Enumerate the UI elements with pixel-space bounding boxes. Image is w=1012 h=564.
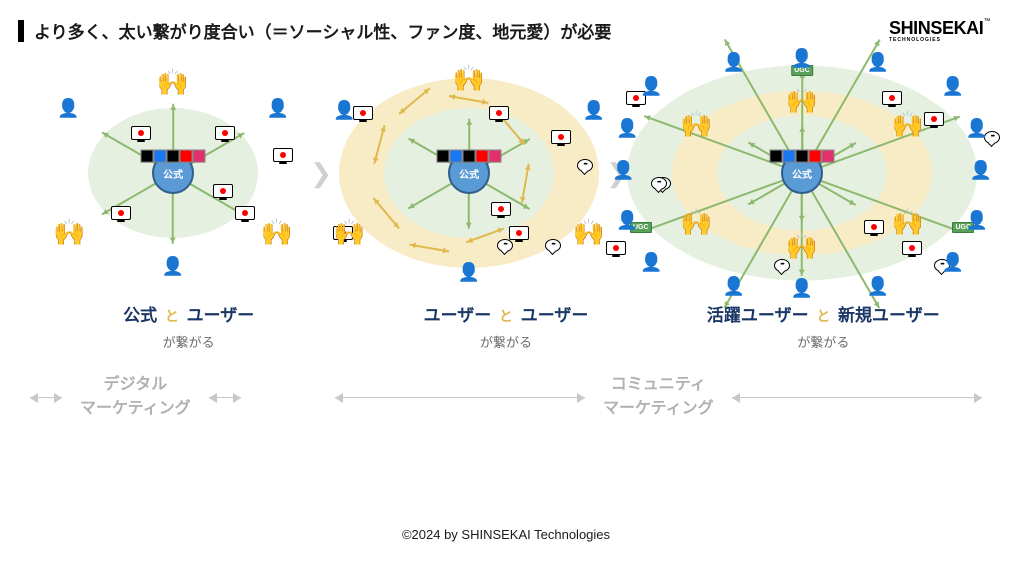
brand-name: SHINSEKAI bbox=[889, 18, 983, 38]
chevron-right-icon: ❯ bbox=[310, 158, 332, 189]
header: より多く、太い繋がり度合い（＝ソーシャル性、ファン度、地元愛）が必要 SHINS… bbox=[0, 0, 1012, 43]
stage-3-heading: 活躍ユーザー と 新規ユーザー が繋がる bbox=[665, 301, 982, 351]
chat-bubble-icon: ••• bbox=[774, 259, 790, 272]
device-icon bbox=[273, 148, 293, 162]
device-icon bbox=[353, 106, 373, 120]
instagram-icon bbox=[489, 150, 502, 163]
brand-logo: SHINSEKAI™ TECHNOLOGIES bbox=[889, 18, 990, 43]
person-icon: 👤 bbox=[640, 77, 662, 95]
brand-tm: ™ bbox=[983, 18, 990, 25]
person-icon: 🙌 bbox=[786, 87, 818, 113]
device-icon bbox=[235, 206, 255, 220]
page-title: より多く、太い繋がり度合い（＝ソーシャル性、ファン度、地元愛）が必要 bbox=[34, 18, 889, 43]
person-icon: 👤 bbox=[723, 53, 745, 71]
youtube-icon bbox=[809, 150, 822, 163]
person-icon: 🙌 bbox=[680, 209, 712, 235]
device-icon bbox=[215, 126, 235, 140]
digital-marketing-label: デジタル マーケティング bbox=[62, 373, 209, 421]
arrow-left-icon bbox=[30, 397, 62, 398]
person-icon: 👤 bbox=[791, 279, 813, 297]
arrow-right-long-icon bbox=[732, 397, 982, 398]
person-icon: 🙌 bbox=[680, 111, 712, 137]
person-icon: 👤 bbox=[333, 101, 355, 119]
stage-3-diagram: 公式 🙌 🙌 🙌 🙌 🙌 🙌 ••• ••• ••• ••• ••• ••• U… bbox=[622, 63, 982, 283]
device-icon bbox=[902, 241, 922, 255]
chat-bubble-icon: ••• bbox=[545, 239, 561, 252]
app-icons bbox=[437, 150, 502, 163]
stage-1-diagram: 公式 🙌 👤 🙌 👤 🙌 👤 bbox=[63, 83, 283, 263]
person-icon: 👤 bbox=[942, 253, 964, 271]
person-icon: 👤 bbox=[57, 99, 79, 117]
bottom-arrows-row: デジタル マーケティング コミュニティ マーケティング bbox=[0, 351, 1012, 421]
person-icon: 🙌 bbox=[261, 219, 293, 245]
device-icon bbox=[882, 91, 902, 105]
person-icon: 🙌 bbox=[453, 65, 485, 91]
person-icon: 🙌 bbox=[573, 219, 605, 245]
device-icon bbox=[131, 126, 151, 140]
x-icon bbox=[463, 150, 476, 163]
device-icon bbox=[606, 241, 626, 255]
person-icon: 🙌 bbox=[892, 111, 924, 137]
device-icon bbox=[509, 226, 529, 240]
person-icon: 👤 bbox=[966, 211, 988, 229]
headings-row: 公式 と ユーザー が繋がる ユーザー と ユーザー が繋がる 活躍ユーザー と… bbox=[0, 301, 1012, 351]
device-icon bbox=[864, 220, 884, 234]
person-icon: 👤 bbox=[616, 211, 638, 229]
youtube-icon bbox=[180, 150, 193, 163]
person-icon: 👤 bbox=[791, 49, 813, 67]
community-marketing-label: コミュニティ マーケティング bbox=[585, 373, 732, 421]
stage-1: 公式 🙌 👤 🙌 👤 🙌 👤 bbox=[30, 83, 316, 263]
youtube-icon bbox=[476, 150, 489, 163]
app-icons bbox=[141, 150, 206, 163]
stage-1-heading: 公式 と ユーザー が繋がる bbox=[30, 301, 347, 351]
facebook-icon bbox=[450, 150, 463, 163]
stage-3: 公式 🙌 🙌 🙌 🙌 🙌 🙌 ••• ••• ••• ••• ••• ••• U… bbox=[622, 63, 982, 283]
x-icon bbox=[796, 150, 809, 163]
person-icon: 👤 bbox=[723, 277, 745, 295]
arrow-right-icon bbox=[209, 397, 241, 398]
instagram-icon bbox=[193, 150, 206, 163]
title-accent-bar bbox=[18, 20, 24, 42]
person-icon: 🙌 bbox=[892, 209, 924, 235]
person-icon: 👤 bbox=[966, 119, 988, 137]
person-icon: 👤 bbox=[867, 277, 889, 295]
tiktok-icon bbox=[770, 150, 783, 163]
person-icon: 👤 bbox=[867, 53, 889, 71]
device-icon bbox=[489, 106, 509, 120]
x-icon bbox=[167, 150, 180, 163]
tiktok-icon bbox=[437, 150, 450, 163]
person-icon: 🙌 bbox=[157, 69, 189, 95]
facebook-icon bbox=[783, 150, 796, 163]
stage-2-diagram: 公式 🙌 ••• 👤 ••• 🙌 ••• 👤 ••• 🙌 ••• 👤 ••• bbox=[329, 73, 609, 273]
person-icon: 🙌 bbox=[786, 233, 818, 259]
stage-2: 公式 🙌 ••• 👤 ••• 🙌 ••• 👤 ••• 🙌 ••• 👤 ••• bbox=[326, 73, 612, 273]
arrow-left-long-icon bbox=[335, 397, 585, 398]
facebook-icon bbox=[154, 150, 167, 163]
device-icon bbox=[213, 184, 233, 198]
tiktok-icon bbox=[141, 150, 154, 163]
person-icon: 👤 bbox=[583, 101, 605, 119]
device-icon bbox=[111, 206, 131, 220]
instagram-icon bbox=[822, 150, 835, 163]
person-icon: 👤 bbox=[612, 161, 634, 179]
person-icon: 👤 bbox=[616, 119, 638, 137]
person-icon: 🙌 bbox=[333, 219, 365, 245]
person-icon: 👤 bbox=[458, 263, 480, 281]
person-icon: 👤 bbox=[267, 99, 289, 117]
device-icon bbox=[491, 202, 511, 216]
stage-2-heading: ユーザー と ユーザー が繋がる bbox=[347, 301, 664, 351]
person-icon: 👤 bbox=[942, 77, 964, 95]
person-icon: 👤 bbox=[162, 257, 184, 275]
person-icon: 🙌 bbox=[53, 219, 85, 245]
device-icon bbox=[551, 130, 571, 144]
chat-bubble-icon: ••• bbox=[497, 239, 513, 252]
person-icon: 👤 bbox=[970, 161, 992, 179]
app-icons bbox=[770, 150, 835, 163]
device-icon bbox=[924, 112, 944, 126]
person-icon: 👤 bbox=[640, 253, 662, 271]
chat-bubble-icon: ••• bbox=[651, 177, 667, 190]
diagram-row: 公式 🙌 👤 🙌 👤 🙌 👤 ❯ bbox=[0, 43, 1012, 283]
copyright: ©2024 by SHINSEKAI Technologies bbox=[0, 527, 1012, 542]
chat-bubble-icon: ••• bbox=[577, 159, 593, 172]
